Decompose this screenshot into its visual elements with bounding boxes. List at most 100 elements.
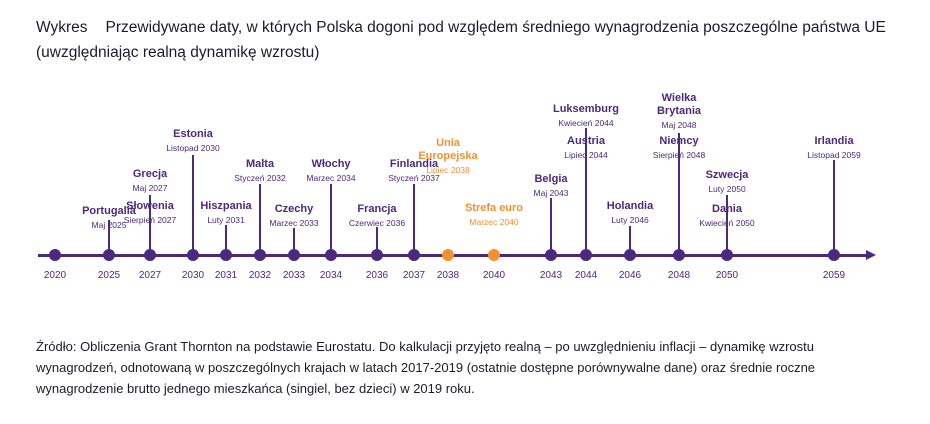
timeline-dot: [220, 249, 232, 261]
timeline-dot: [49, 249, 61, 261]
timeline-dot: [288, 249, 300, 261]
axis-tick-label: 2025: [97, 270, 121, 281]
event-country: Malta: [245, 158, 275, 170]
axis-tick-label: 2030: [181, 270, 205, 281]
timeline-stem: [678, 133, 680, 255]
event-label: Francja Czerwiec 2036: [322, 203, 432, 229]
chart-title-label: Wykres: [36, 19, 88, 36]
event-country: Niemcy: [659, 135, 699, 147]
event-date: Listopad 2059: [807, 150, 861, 160]
timeline-axis: [38, 254, 870, 257]
event-label: Hiszpania Luty 2031: [171, 200, 281, 226]
timeline-stem: [376, 227, 378, 255]
event-label: Strefa euro Marzec 2040: [439, 202, 549, 228]
event-country: Portugalia: [82, 205, 136, 217]
event-date: Styczeń 2037: [388, 173, 440, 183]
event-date: Sierpień 2027: [123, 215, 177, 225]
event-country: Słowenia: [126, 200, 174, 212]
event-country: Hiszpania: [200, 200, 252, 212]
chart-title-text: Przewidywane daty, w których Polska dogo…: [36, 19, 886, 61]
event-country: Wielka Brytania: [656, 92, 702, 117]
axis-tick-label: 2043: [539, 270, 563, 281]
timeline-dot: [580, 249, 592, 261]
event-date: Marzec 2034: [306, 173, 356, 183]
timeline-stem: [225, 225, 227, 255]
axis-tick-label: 2020: [43, 270, 67, 281]
source-note: Źródło: Obliczenia Grant Thornton na pod…: [36, 339, 816, 396]
event-date: Maj 2043: [533, 188, 569, 198]
event-country: Austria: [567, 135, 605, 147]
timeline-dot: [187, 249, 199, 261]
event-label: Szwecja Luty 2050: [672, 169, 782, 195]
event-label: Wielka Brytania Maj 2048: [644, 92, 714, 131]
timeline-dot: [624, 249, 636, 261]
timeline-stem: [259, 184, 261, 255]
timeline-dot: [144, 249, 156, 261]
timeline-stem: [833, 160, 835, 255]
event-date: Kwiecień 2050: [699, 218, 755, 228]
timeline-dot: [325, 249, 337, 261]
event-date: Maj 2048: [661, 120, 697, 130]
timeline-chart: 2020 2025 2027 2030 2031 2032 2033 2034 2036 2037…: [38, 92, 889, 281]
axis-tick-label: 2032: [248, 270, 272, 281]
event-country: Czechy: [274, 203, 314, 215]
event-date: Styczeń 2032: [234, 173, 286, 183]
chart-title: Wykres Przewidywane daty, w których Polsk…: [36, 15, 896, 65]
event-label: Holandia Luty 2046: [575, 200, 685, 226]
event-label: Finlandia Styczeń 2037: [359, 158, 469, 184]
timeline-dot: [371, 249, 383, 261]
timeline-stem: [330, 184, 332, 255]
event-label: Włochy Marzec 2034: [276, 158, 386, 184]
event-label: Grecja Maj 2027: [95, 168, 205, 194]
axis-tick-label: 2044: [574, 270, 598, 281]
event-date: Luty 2031: [207, 215, 245, 225]
event-date: Maj 2025: [91, 220, 127, 230]
timeline-stem: [585, 128, 587, 255]
axis-tick-label: 2048: [667, 270, 691, 281]
event-country: Belgia: [534, 173, 568, 185]
event-date: Lipiec 2038: [426, 165, 470, 175]
event-label: Słowenia Sierpień 2027: [95, 200, 205, 226]
timeline-dot: [103, 249, 115, 261]
axis-tick-label: 2027: [138, 270, 162, 281]
event-label: Belgia Maj 2043: [496, 173, 606, 199]
event-date: Czerwiec 2036: [348, 218, 406, 228]
event-country: Unia Europejska: [418, 137, 478, 162]
event-date: Luty 2046: [611, 215, 649, 225]
timeline-stem: [149, 195, 151, 255]
timeline-stem: [629, 226, 631, 255]
event-label: Irlandia Listopad 2059: [779, 135, 889, 161]
axis-tick-label: 2036: [365, 270, 389, 281]
event-country: Francja: [357, 203, 397, 215]
timeline-dot: [721, 249, 733, 261]
timeline-dot: [408, 249, 420, 261]
event-date: Lipiec 2044: [564, 150, 608, 160]
timeline-dot: [828, 249, 840, 261]
axis-tick-label: 2040: [482, 270, 506, 281]
event-country: Szwecja: [705, 169, 749, 181]
event-country: Holandia: [606, 200, 654, 212]
event-country: Irlandia: [814, 135, 854, 147]
event-country: Strefa euro: [464, 202, 524, 214]
event-date: Kwiecień 2044: [558, 118, 614, 128]
event-date: Luty 2050: [708, 184, 746, 194]
event-date: Listopad 2030: [166, 143, 220, 153]
axis-tick-label: 2050: [715, 270, 739, 281]
event-label: Unia Europejska Lipiec 2038: [413, 137, 483, 176]
event-label: Luksemburg Kwiecień 2044: [531, 103, 641, 129]
timeline-stem: [108, 220, 110, 255]
event-label: Portugalia Maj 2025: [54, 205, 164, 231]
event-country: Estonia: [173, 128, 213, 140]
axis-tick-label: 2046: [618, 270, 642, 281]
event-date: Sierpień 2048: [652, 150, 706, 160]
event-date: Maj 2027: [132, 183, 168, 193]
event-label: Austria Lipiec 2044: [531, 135, 641, 161]
timeline-dot: [673, 249, 685, 261]
timeline-dot: [545, 249, 557, 261]
event-country: Finlandia: [389, 158, 439, 170]
event-label: Czechy Marzec 2033: [239, 203, 349, 229]
event-date: Marzec 2040: [469, 217, 519, 227]
event-label: Malta Styczeń 2032: [205, 158, 315, 184]
event-label: Niemcy Sierpień 2048: [624, 135, 734, 161]
timeline-stem: [293, 228, 295, 255]
